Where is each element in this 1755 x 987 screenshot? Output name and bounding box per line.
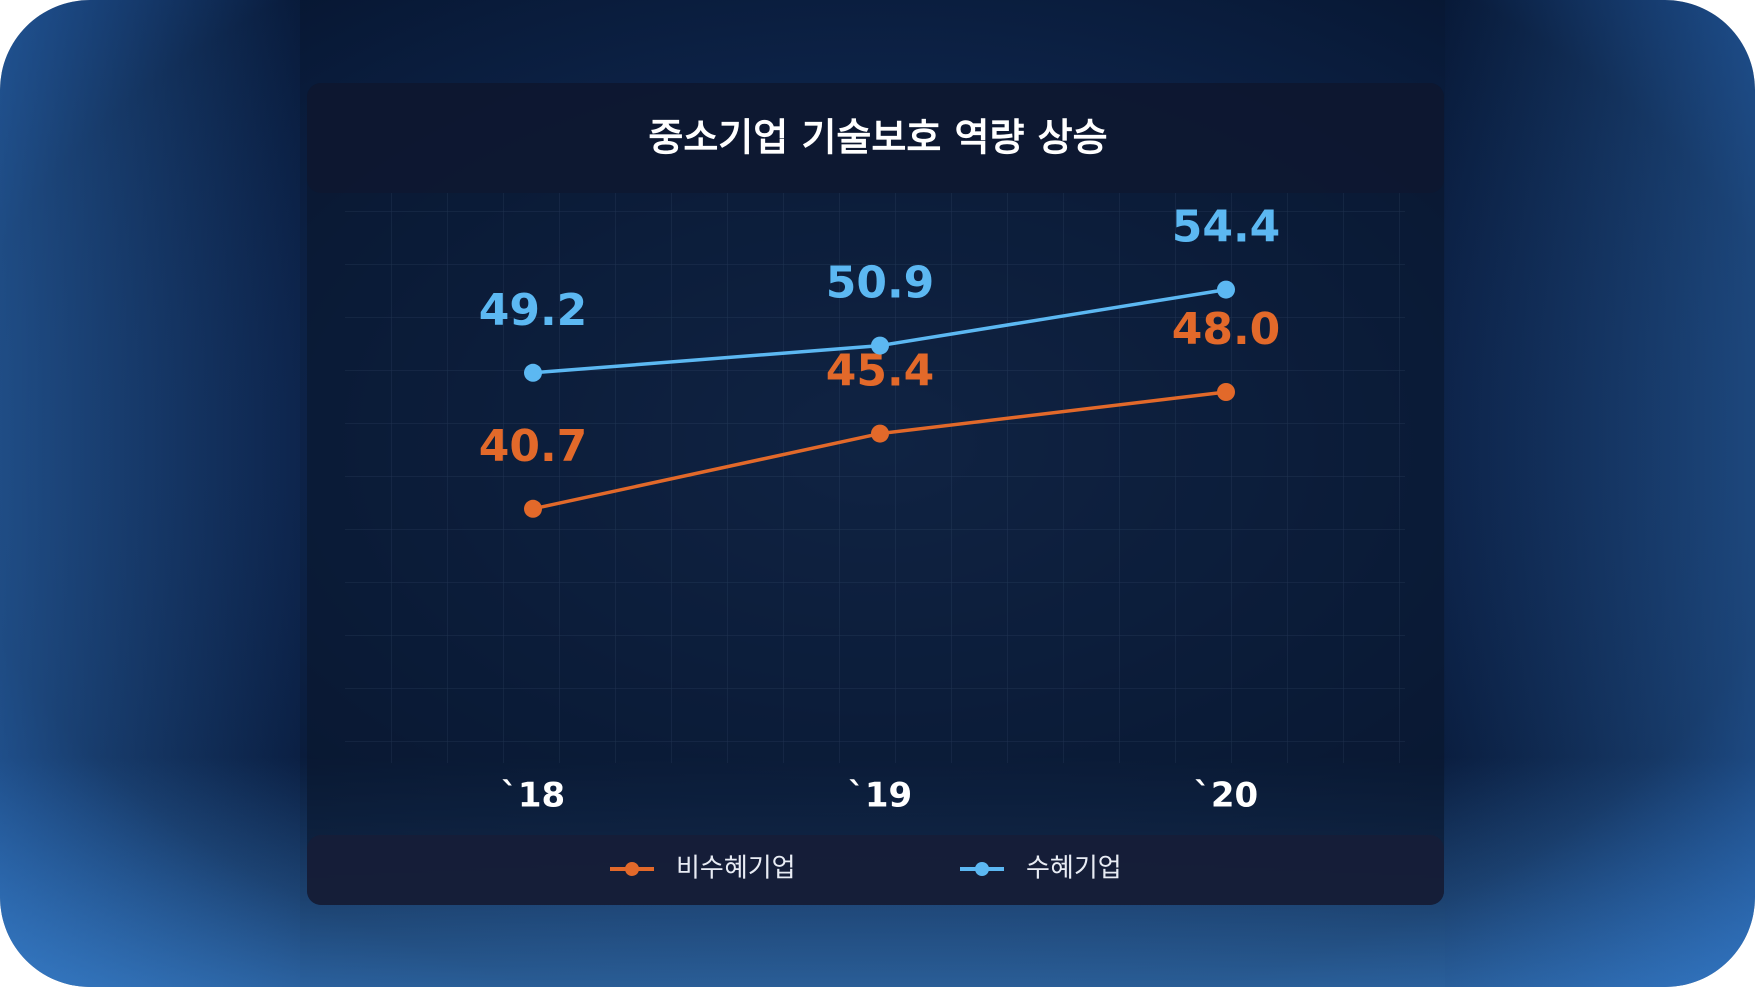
data-label: 48.0 <box>1172 304 1281 355</box>
x-tick-label: `20 <box>1194 776 1258 816</box>
data-point <box>871 424 889 443</box>
data-point <box>524 363 542 382</box>
data-point <box>1217 280 1235 299</box>
legend-marker <box>975 862 989 876</box>
data-point <box>524 499 542 518</box>
data-label: 49.2 <box>479 285 588 336</box>
legend-band <box>307 835 1444 905</box>
legend-marker <box>625 862 639 876</box>
legend-label: 비수혜기업 <box>676 854 796 884</box>
x-tick-label: `18 <box>501 776 565 816</box>
title-band <box>307 83 1444 193</box>
data-label: 40.7 <box>479 421 588 472</box>
data-label: 50.9 <box>826 258 935 309</box>
x-tick-label: `19 <box>848 776 912 816</box>
data-point <box>871 336 889 355</box>
data-label: 54.4 <box>1172 202 1281 253</box>
chart-title: 중소기업 기술보호 역량 상승 <box>648 116 1107 160</box>
legend-label: 수혜기업 <box>1026 854 1122 884</box>
data-point <box>1217 383 1235 401</box>
